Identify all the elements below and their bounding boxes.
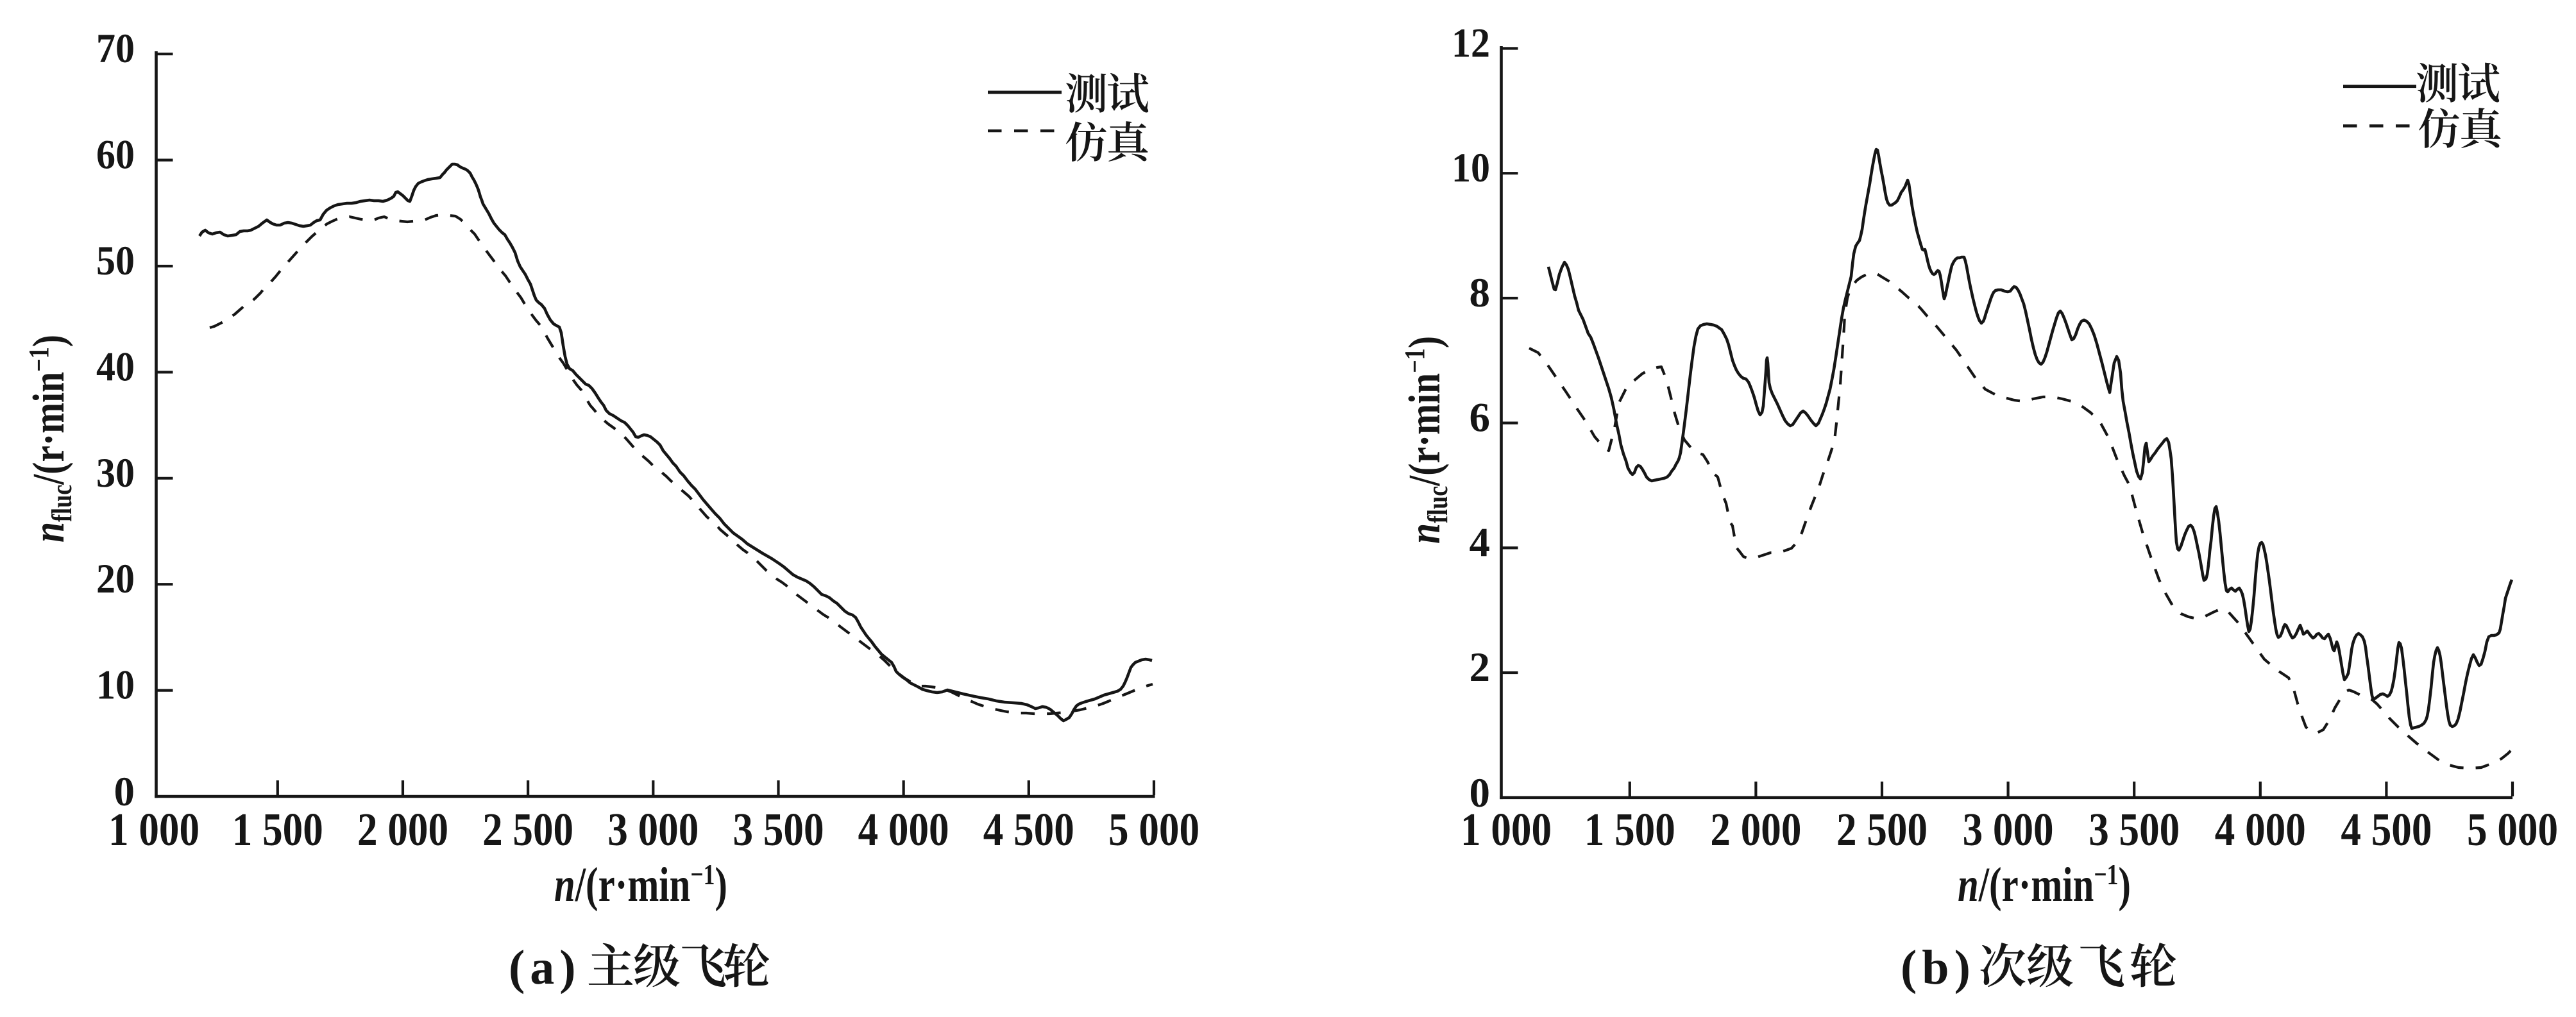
svg-text:70: 70	[96, 26, 135, 72]
svg-text:1 000: 1 000	[1461, 803, 1552, 855]
svg-text:30: 30	[96, 450, 135, 496]
svg-text:12: 12	[1452, 21, 1490, 67]
svg-text:nfluc/(r·min−1): nfluc/(r·min−1)	[1399, 336, 1453, 544]
svg-text:8: 8	[1470, 270, 1491, 316]
svg-text:4: 4	[1470, 519, 1491, 566]
svg-text:n/(r·min−1): n/(r·min−1)	[554, 858, 727, 912]
svg-text:3 000: 3 000	[607, 803, 699, 855]
svg-text:3 500: 3 500	[2089, 803, 2180, 855]
svg-text:20: 20	[96, 556, 135, 602]
svg-text:4 500: 4 500	[983, 803, 1074, 855]
svg-text:2 500: 2 500	[1836, 803, 1928, 855]
svg-text:5 000: 5 000	[2467, 803, 2558, 855]
svg-text:60: 60	[96, 132, 135, 178]
svg-text:4 500: 4 500	[2341, 803, 2432, 855]
svg-text:3 000: 3 000	[1963, 803, 2054, 855]
svg-text:(b): (b)	[1901, 941, 1976, 995]
svg-text:n/(r·min−1): n/(r·min−1)	[1958, 858, 2131, 912]
svg-text:(a): (a)	[509, 941, 581, 995]
svg-text:10: 10	[96, 662, 135, 709]
svg-text:1 500: 1 500	[1584, 803, 1675, 855]
svg-text:2 000: 2 000	[357, 803, 448, 855]
svg-text:6: 6	[1470, 395, 1491, 441]
svg-text:10: 10	[1452, 145, 1490, 191]
svg-text:0: 0	[114, 769, 135, 815]
svg-text:40: 40	[96, 344, 135, 390]
svg-text:1 500: 1 500	[232, 803, 323, 855]
svg-text:1 000: 1 000	[108, 803, 199, 855]
svg-text:nfluc/(r·min−1): nfluc/(r·min−1)	[23, 335, 78, 542]
svg-text:50: 50	[96, 238, 135, 284]
svg-text:4 000: 4 000	[858, 803, 949, 855]
svg-text:4 000: 4 000	[2215, 803, 2306, 855]
svg-text:0: 0	[1470, 770, 1491, 816]
svg-text:2 000: 2 000	[1710, 803, 1801, 855]
svg-text:2 500: 2 500	[482, 803, 573, 855]
svg-text:2: 2	[1470, 644, 1491, 691]
svg-text:5 000: 5 000	[1108, 803, 1199, 855]
svg-text:3 500: 3 500	[733, 803, 824, 855]
